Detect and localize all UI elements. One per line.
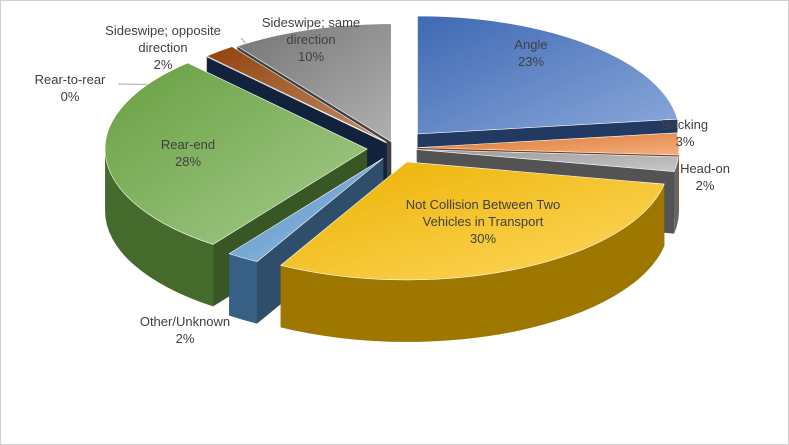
slice-side-rear-end [105, 148, 214, 307]
slice-label-not-collision: Not Collision Between Two Vehicles in Tr… [405, 197, 561, 246]
slice-label-rear-end: Rear-end 28% [160, 137, 216, 169]
slice-sideswipe-opposite-direction [205, 46, 387, 143]
slice-head-on [416, 149, 679, 172]
slice-sideswipe-same-direction [236, 23, 392, 143]
slice-not-collision-between-two-vehicles-in-transport [280, 161, 665, 281]
slice-label-sideswipe-opposite: Sideswipe; opposite direction 2% [105, 23, 221, 72]
slice-label-other-unknown: Other/Unknown 2% [139, 314, 231, 346]
slice-label-sideswipe-same: Sideswipe; same direction 10% [261, 15, 361, 64]
slice-label-rear-to-rear: Rear-to-rear 0% [34, 72, 106, 104]
slice-label-angle: Angle 23% [514, 37, 548, 69]
slice-side-not-collision-between-two-vehicles-in-transport [280, 184, 665, 342]
slice-other-unknown [228, 157, 384, 262]
slice-side-head-on [674, 156, 679, 234]
slice-side-backing [678, 147, 679, 218]
slice-side-other-unknown [229, 253, 257, 324]
slice-label-backing: Backing 3% [661, 117, 709, 149]
slice-backing [416, 132, 680, 156]
slice-label-head-on: Head-on 2% [680, 161, 730, 193]
slice-angle [417, 15, 678, 135]
slice-rear-end [104, 62, 368, 245]
